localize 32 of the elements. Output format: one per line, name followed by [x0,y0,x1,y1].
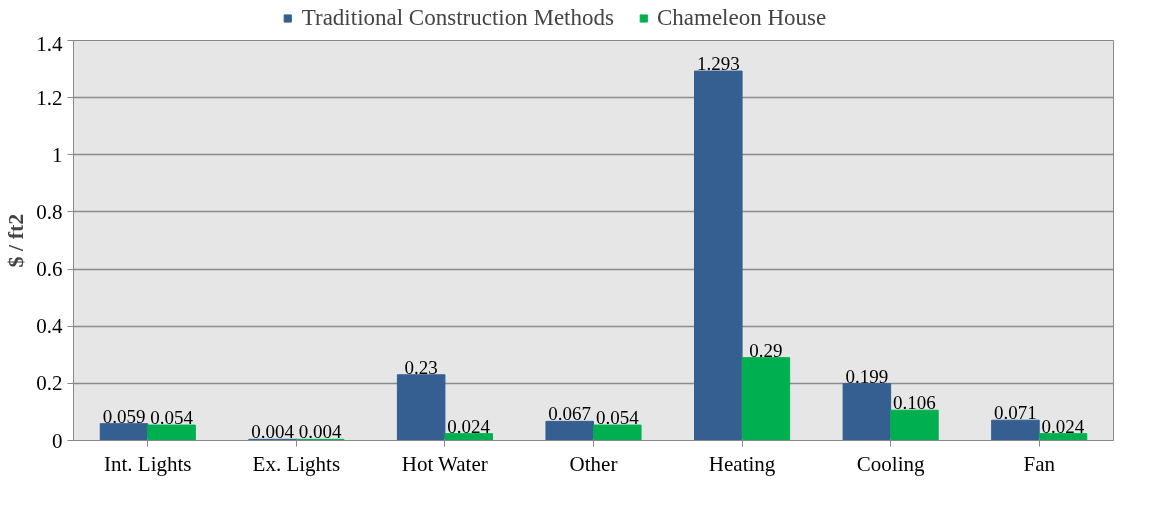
data-label: 0.29 [749,339,783,361]
data-label: 0.067 [548,403,592,425]
y-tick-label: 1.4 [36,31,63,56]
data-label: 1.293 [696,53,740,75]
x-tick-label: Cooling [856,451,925,476]
y-tick-label: 0.8 [36,199,63,224]
data-label: 0.199 [845,365,889,387]
data-label: 0.054 [150,407,194,429]
y-tick-label: 0.6 [36,257,63,282]
data-label: 0.071 [994,402,1037,424]
data-label: 0.004 [251,421,295,443]
x-tick-label: Fan [1023,451,1056,476]
data-label: 0.054 [595,407,640,429]
x-tick-label: Hot Water [401,451,488,476]
data-label: 0.106 [893,392,936,414]
x-tick-label: Other [569,451,618,476]
x-tick-label: Int. Lights [104,451,192,476]
data-label: 0.059 [102,405,146,427]
y-tick-label: 1 [52,142,63,167]
legend-label: Chameleon House [656,5,827,31]
y-tick-label: 1.2 [36,85,63,110]
data-label: 0.024 [447,415,491,437]
y-axis-title: $ / ft2 [3,213,29,268]
y-tick-label: 0 [52,428,63,453]
x-tick-label: Ex. Lights [252,451,341,476]
data-label: 0.23 [404,356,438,378]
y-tick-label: 0.4 [36,314,63,339]
data-label: 0.024 [1041,415,1085,437]
legend-label: Traditional Construction Methods [301,5,614,31]
x-tick-label: Heating [708,451,776,476]
data-label: 0.004 [298,421,342,443]
y-tick-label: 0.2 [36,371,63,396]
